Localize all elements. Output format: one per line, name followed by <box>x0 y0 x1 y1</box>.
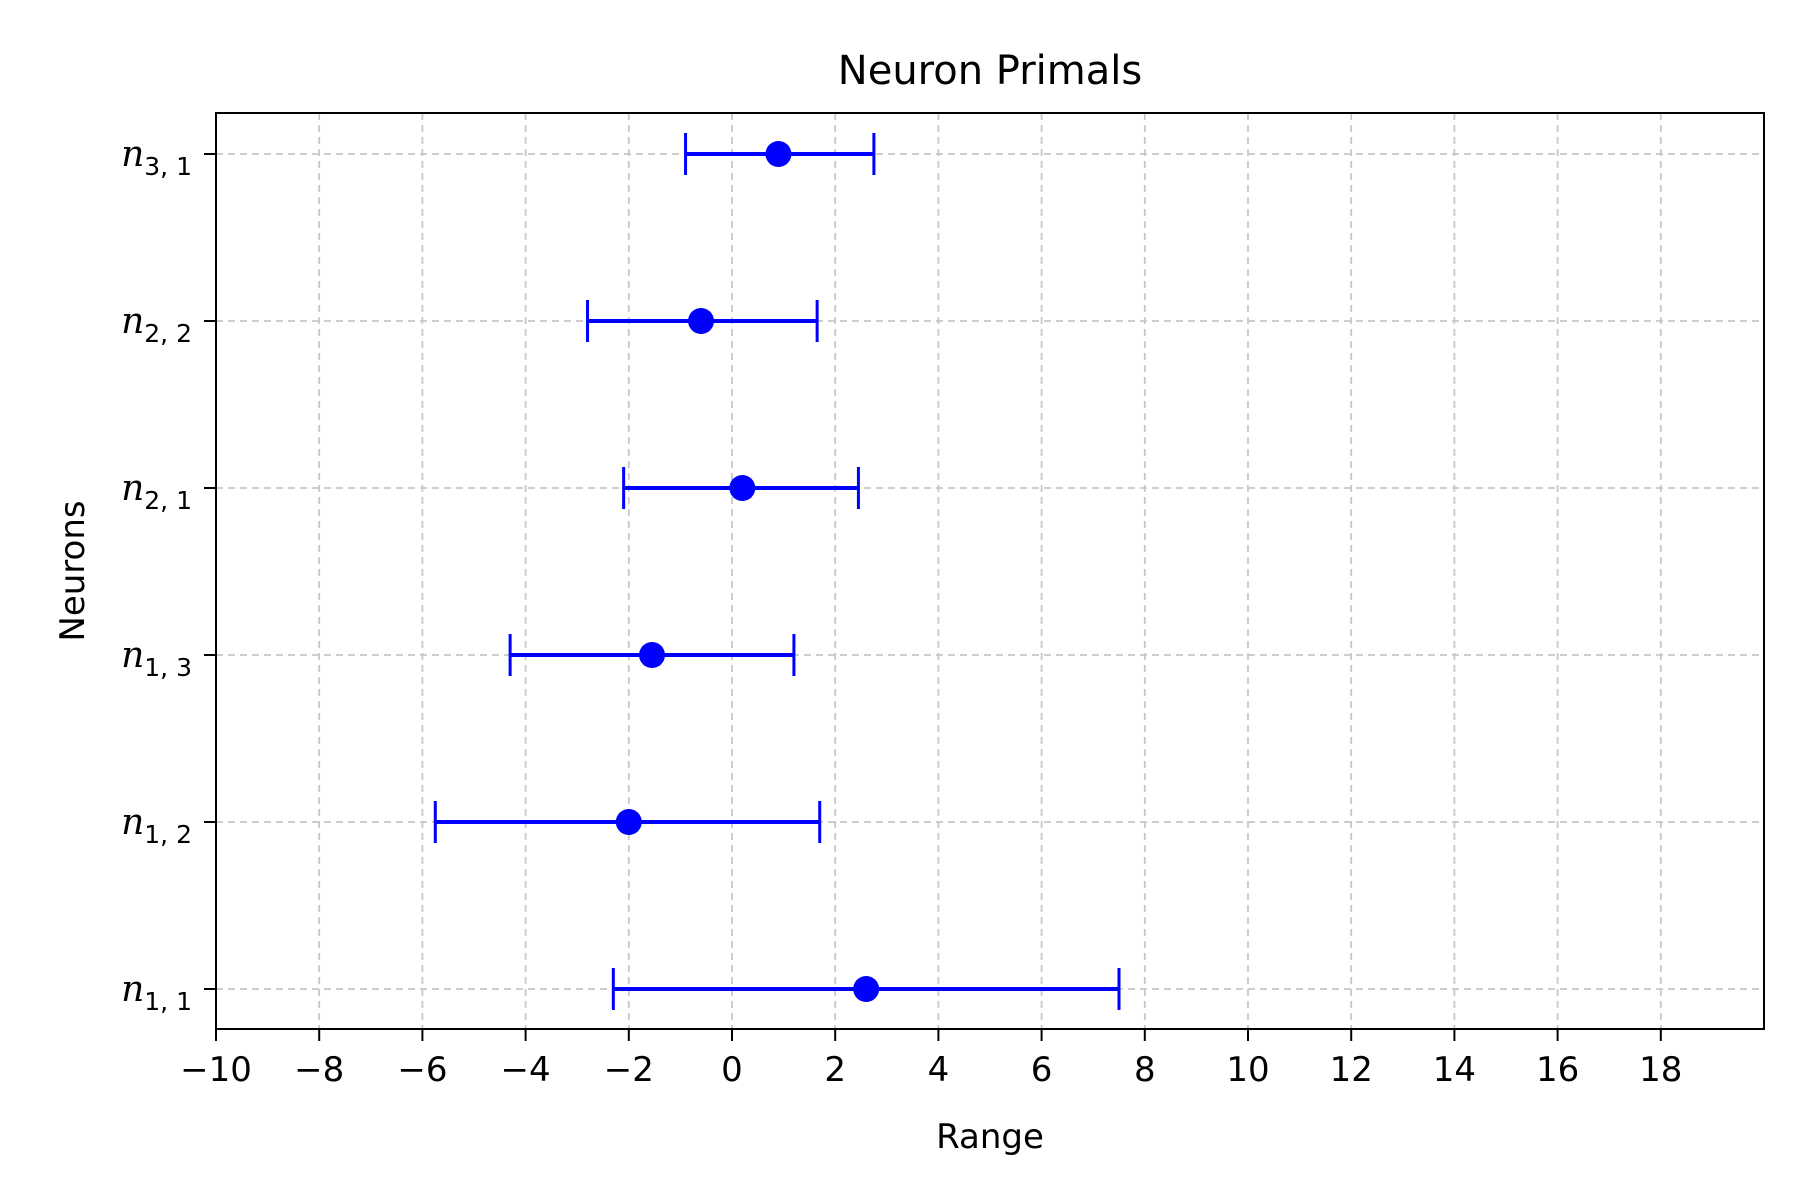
x-tick-label: −6 <box>397 1050 447 1090</box>
y-tick-label-subscript: 2, 2 <box>144 319 192 348</box>
y-tick-label-base: n <box>121 134 144 175</box>
data-point <box>765 141 792 167</box>
data-point <box>853 976 880 1002</box>
y-tick-label: n1, 1 <box>121 969 192 1016</box>
x-tick-label: 0 <box>721 1050 743 1090</box>
y-tick-label-base: n <box>121 468 144 509</box>
data-point <box>688 308 715 334</box>
x-tick-label: 4 <box>928 1050 950 1090</box>
y-tick-label-subscript: 3, 1 <box>144 152 192 181</box>
y-tick-label-subscript: 1, 1 <box>144 987 192 1016</box>
x-tick-label: 18 <box>1639 1050 1682 1090</box>
chart-title: Neuron Primals <box>838 48 1142 94</box>
x-tick-label: −10 <box>180 1050 252 1090</box>
x-tick-label: −8 <box>294 1050 344 1090</box>
y-tick-label: n2, 1 <box>121 468 192 515</box>
x-tick-label: 8 <box>1134 1050 1156 1090</box>
data-point <box>639 642 666 668</box>
data-point <box>729 475 756 501</box>
y-tick-label-subscript: 1, 3 <box>144 653 192 682</box>
y-tick-label-base: n <box>121 301 144 342</box>
data-series <box>433 133 1121 1010</box>
y-tick-label-subscript: 1, 2 <box>144 820 192 849</box>
x-tick-label: −4 <box>501 1050 551 1090</box>
x-tick-label: 16 <box>1536 1050 1579 1090</box>
y-axis-title: Neurons <box>53 500 93 641</box>
y-tick-label: n2, 2 <box>121 301 192 348</box>
y-tick-label: n3, 1 <box>121 134 192 181</box>
x-tick-label: 2 <box>824 1050 846 1090</box>
plot-frame <box>215 112 1765 1030</box>
y-tick-label-base: n <box>121 802 144 843</box>
x-tick-label: 12 <box>1330 1050 1373 1090</box>
y-tick-label: n1, 3 <box>121 635 192 682</box>
y-tick-label: n1, 2 <box>121 802 192 849</box>
y-tick-label-base: n <box>121 969 144 1010</box>
x-tick-label: 14 <box>1433 1050 1476 1090</box>
y-tick-label-base: n <box>121 635 144 676</box>
y-tick-label-subscript: 2, 1 <box>144 486 192 515</box>
x-tick-label: 6 <box>1031 1050 1053 1090</box>
x-tick-label: 10 <box>1226 1050 1269 1090</box>
x-tick-label: −2 <box>604 1050 654 1090</box>
x-axis-title: Range <box>936 1117 1044 1157</box>
data-point <box>615 809 642 835</box>
